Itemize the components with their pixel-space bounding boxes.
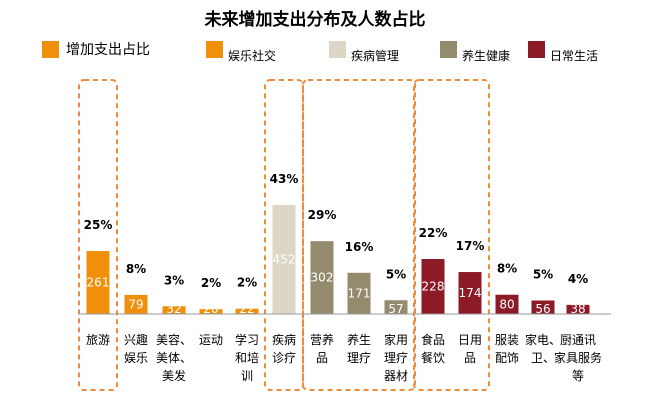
category-label: 训 [241,369,253,383]
legend-label: 增加支出占比 [66,42,150,58]
bar [421,259,445,314]
category-label: 日用 [458,333,482,347]
category-label: 娱乐 [124,351,148,365]
bar [199,309,223,314]
category-label: 兴趣 [124,332,148,347]
highlight-boxes [78,79,490,391]
category-label: 卫、 [531,351,555,365]
legend-swatch [329,41,346,58]
percent-label: 8% [126,262,146,276]
category-label: 营养 [310,332,334,347]
highlight-box [78,79,118,391]
percent-label: 3% [164,273,184,287]
bar [272,205,296,314]
percent-label: 8% [497,262,517,276]
percent-label: 17% [456,239,485,253]
category-label: 家具服务 [554,350,602,365]
category-label: 等 [572,369,584,383]
bar-value-label: 452 [273,253,296,267]
bar [347,272,371,314]
bar [531,300,555,314]
bar [86,251,110,314]
category-label: 养生 [347,332,371,347]
bars: 261 79 32 20 22 452 302 171 57 228 174 80 56 38 [86,205,590,316]
category-label: 理疗 [384,351,408,365]
category-label: 食品 [421,332,445,347]
category-label: 服装 [495,333,519,347]
percent-labels: 25% 8% 3% 2% 2% 43% 29% 16% 5% 22% 17% 8% 5% 4% [84,172,589,290]
bar-value-label: 20 [203,302,218,316]
legend-swatch [528,41,545,58]
category-label: 和培 [235,350,259,365]
category-label: 家用 [384,332,408,347]
bar-value-label: 32 [166,302,181,316]
bar [162,306,186,314]
legend-label: 娱乐社交 [228,48,276,63]
category-label: 诊疗 [272,351,296,365]
category-label: 学习 [235,332,259,347]
percent-label: 5% [386,267,406,281]
percent-label: 5% [533,267,553,281]
bar-value-label: 38 [570,302,585,316]
bar-value-label: 171 [348,286,371,300]
percent-label: 4% [568,272,588,286]
percent-label: 29% [308,208,337,222]
bar [495,294,519,314]
percent-label: 43% [270,172,299,186]
legend-label: 日常生活 [550,49,598,63]
category-label: 厨通讯 [560,333,596,347]
bar-value-label: 174 [459,286,482,300]
bar-value-label: 22 [239,302,254,316]
category-label: 运动 [199,333,223,347]
percent-label: 2% [237,276,257,290]
category-label: 配饰 [495,351,519,365]
category-label: 美发 [162,368,186,383]
percent-label: 25% [84,218,113,232]
chart-title: 未来增加支出分布及人数占比 [204,9,426,30]
legend-swatch [42,41,59,58]
highlight-box [264,79,304,391]
bar [566,304,590,314]
legend-label: 疾病管理 [351,48,399,63]
category-label: 品 [464,351,476,365]
bar [310,241,334,314]
bar-value-label: 79 [128,297,143,311]
percent-label: 2% [201,276,221,290]
bar-value-label: 57 [388,302,403,316]
category-label: 理疗 [347,351,371,365]
category-label: 品 [316,351,328,365]
bar-value-label: 302 [311,271,334,285]
highlight-box [302,79,416,391]
bar-value-label: 228 [422,280,445,294]
legend: 增加支出占比 娱乐社交 疾病管理 养生健康 日常生活 [42,41,598,63]
percent-label: 16% [345,240,374,254]
category-label: 旅游 [86,333,110,347]
category-label: 餐饮 [421,350,445,365]
bar [458,272,482,314]
bar-value-label: 261 [87,276,110,290]
category-label: 美容、 [156,332,192,347]
bar [235,308,259,314]
bar-value-label: 56 [535,302,550,316]
legend-swatch [440,41,457,58]
legend-label: 养生健康 [462,48,510,63]
category-label: 疾病 [272,332,296,347]
category-label: 家电、 [525,332,561,347]
bar [124,294,148,314]
legend-swatch [206,41,223,58]
category-label: 美体、 [156,351,192,365]
category-label: 器材 [384,369,408,383]
bar [384,300,408,314]
bar-value-label: 80 [499,297,514,311]
percent-label: 22% [419,226,448,240]
